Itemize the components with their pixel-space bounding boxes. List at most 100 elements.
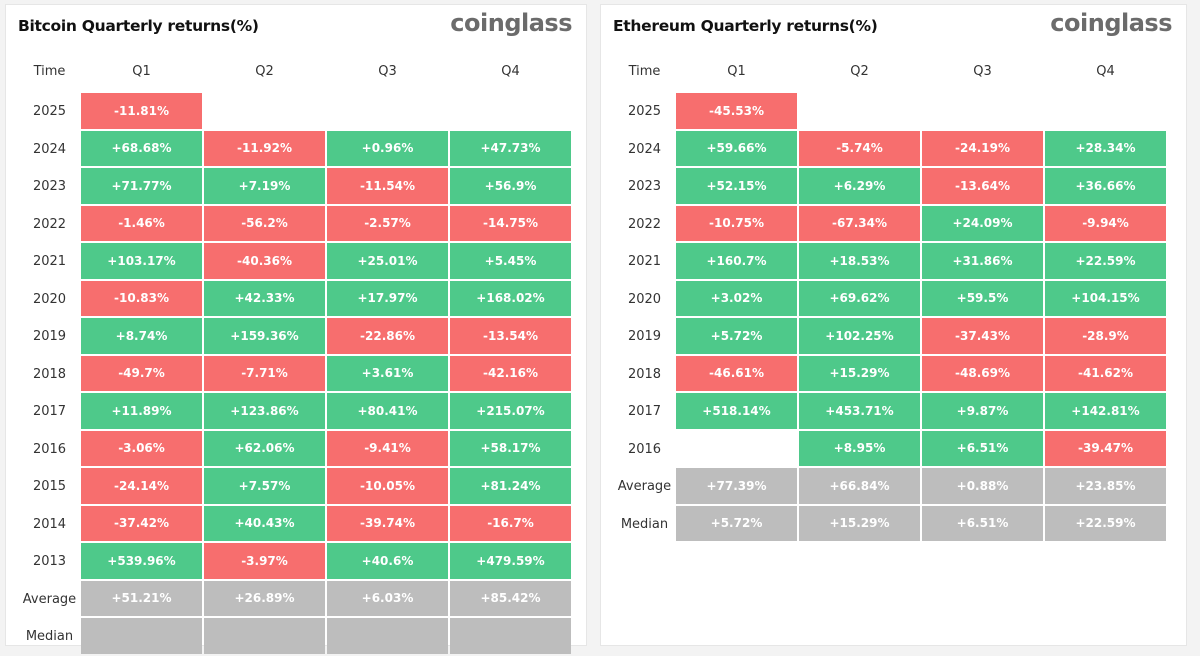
return-cell: +22.59% [1045,243,1166,279]
return-cell: +103.17% [81,243,202,279]
return-cell: -3.06% [81,430,202,466]
row-label: 2018 [32,366,67,382]
table-row: 2018 -46.61% +15.29% -48.69% -41.62% [613,355,1168,394]
return-cell [799,93,920,129]
column-header-q2: Q2 [255,63,274,79]
return-cell: -5.74% [799,130,920,166]
return-cell: +47.73% [450,130,571,166]
return-cell: -1.46% [81,205,202,241]
return-cell: +59.5% [922,280,1043,316]
return-cell [450,618,571,654]
return-cell: -14.75% [450,205,571,241]
row-label: Average [22,591,77,607]
return-cell: +40.43% [204,505,325,541]
table-row: 2020 +3.02% +69.62% +59.5% +104.15% [613,280,1168,319]
return-cell: -45.53% [676,93,797,129]
row-label: 2023 [32,179,67,195]
return-cell: -40.36% [204,243,325,279]
return-cell [676,431,797,467]
return-cell [1045,93,1166,129]
row-label: 2015 [32,479,67,495]
table-row: 2017 +11.89% +123.86% +80.41% +215.07% [18,393,573,431]
table-row: 2016 -3.06% +62.06% -9.41% +58.17% [18,430,573,469]
return-cell: +7.19% [204,168,325,204]
row-label: Median [25,629,74,645]
return-cell: -16.7% [450,505,571,541]
table-row: 2017 +518.14% +453.71% +9.87% +142.81% [613,393,1168,431]
return-cell: +6.03% [327,580,448,616]
return-cell: +518.14% [676,393,797,429]
panel-title: Bitcoin Quarterly returns(%) [18,17,259,35]
row-label: 2018 [627,366,662,382]
return-cell: -56.2% [204,205,325,241]
table-header: Time Q1 Q2 Q3 Q4 [613,61,1168,81]
table-row: 2022 -10.75% -67.34% +24.09% -9.94% [613,205,1168,244]
return-cell: +36.66% [1045,168,1166,204]
return-cell: +68.68% [81,130,202,166]
return-cell [450,93,571,129]
table-row: Median [18,618,573,656]
return-cell: -7.71% [204,355,325,391]
return-cell: +5.72% [676,505,797,541]
table-header: Time Q1 Q2 Q3 Q4 [18,61,573,81]
return-cell: +59.66% [676,130,797,166]
column-header-q4: Q4 [1096,63,1115,79]
table-row: 2021 +103.17% -40.36% +25.01% +5.45% [18,243,573,281]
row-label: 2020 [32,291,67,307]
return-cell: -39.74% [327,505,448,541]
return-cell: -49.7% [81,355,202,391]
return-cell: +62.06% [204,430,325,466]
return-cell: -37.42% [81,505,202,541]
row-label: 2016 [627,441,662,457]
return-cell: +71.77% [81,168,202,204]
row-label: 2022 [627,216,662,232]
return-cell: +11.89% [81,393,202,429]
return-cell [327,618,448,654]
return-cell: +69.62% [799,280,920,316]
row-label: 2024 [32,141,67,157]
return-cell: +6.51% [922,430,1043,466]
table-row: 2023 +52.15% +6.29% -13.64% +36.66% [613,168,1168,206]
return-cell: +80.41% [327,393,448,429]
return-cell: +104.15% [1045,280,1166,316]
row-label: 2024 [627,141,662,157]
table-row: Average +77.39% +66.84% +0.88% +23.85% [613,468,1168,506]
returns-table: Time Q1 Q2 Q3 Q4 2025 -45.53% 2024 +59.66% -5.74%… [613,61,1168,543]
column-header-q1: Q1 [727,63,746,79]
return-cell [81,618,202,654]
return-cell: +8.74% [81,318,202,354]
row-label: 2020 [627,291,662,307]
table-row: 2013 +539.96% -3.97% +40.6% +479.59% [18,543,573,581]
row-label: 2021 [32,254,67,270]
return-cell: +0.88% [922,468,1043,504]
column-header-q3: Q3 [973,63,992,79]
table-row: 2015 -24.14% +7.57% -10.05% +81.24% [18,468,573,506]
bitcoin-quarterly-returns-panel: Bitcoin Quarterly returns(%) coinglass T… [5,4,587,654]
return-cell [327,93,448,129]
return-cell: -39.47% [1045,430,1166,466]
return-cell: -11.92% [204,130,325,166]
table-row: 2023 +71.77% +7.19% -11.54% +56.9% [18,168,573,206]
table-row: 2022 -1.46% -56.2% -2.57% -14.75% [18,205,573,244]
return-cell: +6.51% [922,505,1043,541]
return-cell: +8.95% [799,430,920,466]
return-cell: +23.85% [1045,468,1166,504]
return-cell: -11.54% [327,168,448,204]
return-cell: +5.72% [676,318,797,354]
column-header-time: Time [33,63,66,79]
row-label: 2021 [627,254,662,270]
return-cell: +102.25% [799,318,920,354]
table-row: 2019 +5.72% +102.25% -37.43% -28.9% [613,318,1168,356]
return-cell: +5.45% [450,243,571,279]
table-row: 2014 -37.42% +40.43% -39.74% -16.7% [18,505,573,544]
table-row: 2021 +160.7% +18.53% +31.86% +22.59% [613,243,1168,281]
return-cell: -13.64% [922,168,1043,204]
column-header-q4: Q4 [501,63,520,79]
row-label: 2017 [627,404,662,420]
table-row: 2024 +59.66% -5.74% -24.19% +28.34% [613,130,1168,169]
return-cell: +24.09% [922,205,1043,241]
return-cell: -10.05% [327,468,448,504]
return-cell: -10.75% [676,205,797,241]
return-cell: -22.86% [327,318,448,354]
return-cell: +40.6% [327,543,448,579]
